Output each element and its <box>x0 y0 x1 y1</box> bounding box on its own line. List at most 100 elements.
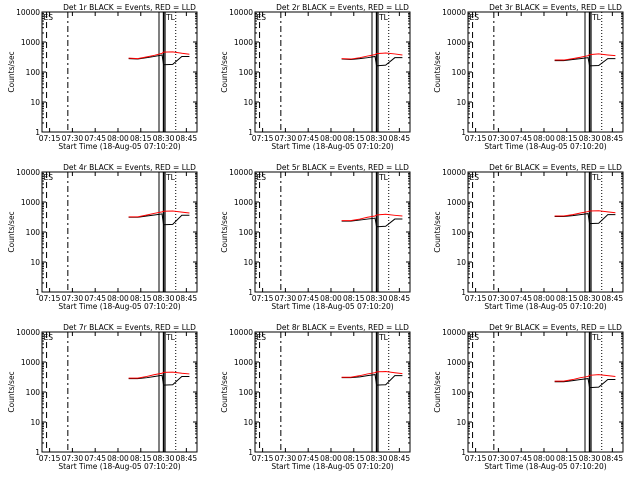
panel-title: Det 6r BLACK = Events, RED = LLD <box>489 163 622 172</box>
y-tick-label: 100 <box>452 228 467 237</box>
y-tick-label: 10000 <box>16 168 40 177</box>
panel-title: Det 9r BLACK = Events, RED = LLD <box>489 323 622 332</box>
x-tick-label: 08:45 <box>602 134 624 143</box>
series-events-line <box>554 213 616 225</box>
x-tick-label: 07:45 <box>297 294 319 303</box>
y-tick-label: 10 <box>243 418 253 427</box>
marker-label-es: ES <box>257 13 267 22</box>
y-tick-label: 100 <box>239 228 254 237</box>
panel-det-2: Det 2r BLACK = Events, RED = LLD 1 10 100 10… <box>220 3 411 151</box>
y-axis-label: Counts/sec <box>7 51 16 92</box>
x-tick-label: 07:15 <box>465 134 487 143</box>
y-tick-label: 10000 <box>229 328 253 337</box>
series-events-line <box>128 213 190 226</box>
marker-label-es: ES <box>44 13 54 22</box>
x-axis-label: Start Time (18-Aug-05 07:10:20) <box>271 142 393 151</box>
y-axis-label: Counts/sec <box>220 371 229 412</box>
series-events-line <box>128 54 190 66</box>
y-tick-label: 100 <box>452 388 467 397</box>
x-tick-label: 08:30 <box>579 294 601 303</box>
x-tick-label: 07:30 <box>62 454 84 463</box>
x-tick-label: 08:15 <box>130 294 152 303</box>
panel-title: Det 5r BLACK = Events, RED = LLD <box>276 163 409 172</box>
panel-title: Det 1r BLACK = Events, RED = LLD <box>63 3 196 12</box>
series-events-line <box>128 374 190 386</box>
y-tick-label: 1 <box>461 288 466 297</box>
y-tick-label: 1000 <box>234 198 253 207</box>
marker-label-es: ES <box>257 173 267 182</box>
x-tick-label: 08:15 <box>343 134 365 143</box>
x-tick-label: 07:15 <box>252 294 274 303</box>
x-tick-label: 07:45 <box>84 294 106 303</box>
plot-frame <box>254 171 411 293</box>
panel-title: Det 8r BLACK = Events, RED = LLD <box>276 323 409 332</box>
panel-det-3: Det 3r BLACK = Events, RED = LLD 1 10 100 10… <box>433 3 624 151</box>
marker-label-tl: TL <box>165 13 176 22</box>
marker-label-tl: TL <box>165 333 176 342</box>
plot-frame <box>467 331 624 453</box>
x-tick-label: 07:30 <box>275 294 297 303</box>
plot-frame <box>41 331 198 453</box>
y-tick-label: 1 <box>461 448 466 457</box>
x-tick-label: 07:30 <box>488 454 510 463</box>
y-tick-label: 1000 <box>447 38 466 47</box>
x-tick-label: 07:15 <box>252 134 274 143</box>
x-tick-label: 08:00 <box>107 134 129 143</box>
panel-title: Det 3r BLACK = Events, RED = LLD <box>489 3 622 12</box>
y-tick-label: 1 <box>248 128 253 137</box>
y-axis-label: Counts/sec <box>7 371 16 412</box>
x-tick-label: 08:00 <box>320 134 342 143</box>
y-tick-label: 100 <box>26 68 41 77</box>
x-tick-label: 07:30 <box>488 294 510 303</box>
x-tick-label: 08:45 <box>389 134 411 143</box>
x-axis-label: Start Time (18-Aug-05 07:10:20) <box>484 462 606 471</box>
x-tick-label: 08:15 <box>556 454 578 463</box>
marker-label-tl: TL <box>378 13 389 22</box>
y-tick-label: 1 <box>35 288 40 297</box>
x-tick-label: 07:15 <box>39 134 61 143</box>
x-tick-label: 08:15 <box>130 454 152 463</box>
series-events-line <box>554 57 616 67</box>
y-tick-label: 1000 <box>21 198 40 207</box>
x-tick-label: 07:45 <box>510 454 532 463</box>
panel-det-9: Det 9r BLACK = Events, RED = LLD 1 10 100 10… <box>433 323 624 471</box>
x-tick-label: 08:30 <box>366 134 388 143</box>
plot-frame <box>254 331 411 453</box>
y-tick-label: 1000 <box>234 358 253 367</box>
x-tick-label: 07:30 <box>62 294 84 303</box>
y-tick-label: 1 <box>35 128 40 137</box>
series-lld-line <box>341 52 403 60</box>
y-tick-label: 1 <box>248 288 253 297</box>
x-tick-label: 08:00 <box>107 294 129 303</box>
marker-label-tl: TL <box>591 333 602 342</box>
x-tick-label: 08:45 <box>389 294 411 303</box>
panel-title: Det 2r BLACK = Events, RED = LLD <box>276 3 409 12</box>
x-axis-label: Start Time (18-Aug-05 07:10:20) <box>58 462 180 471</box>
y-axis-label: Counts/sec <box>220 211 229 252</box>
y-tick-label: 1000 <box>234 38 253 47</box>
x-tick-label: 08:30 <box>153 134 175 143</box>
x-tick-label: 07:45 <box>84 454 106 463</box>
series-events-line <box>341 374 403 386</box>
plot-frame <box>41 171 198 293</box>
y-tick-label: 1 <box>248 448 253 457</box>
y-tick-label: 100 <box>26 228 41 237</box>
y-tick-label: 10000 <box>229 8 253 17</box>
y-axis-label: Counts/sec <box>433 51 442 92</box>
x-tick-label: 08:15 <box>343 294 365 303</box>
y-tick-label: 10000 <box>442 168 466 177</box>
y-tick-label: 1000 <box>21 38 40 47</box>
y-axis-label: Counts/sec <box>220 51 229 92</box>
x-tick-label: 08:00 <box>533 294 555 303</box>
y-tick-label: 10 <box>243 98 253 107</box>
x-tick-label: 08:45 <box>602 454 624 463</box>
y-tick-label: 10 <box>30 98 40 107</box>
series-lld-line <box>554 53 616 61</box>
series-events-line <box>554 378 616 389</box>
plot-frame <box>41 11 198 133</box>
y-tick-label: 10000 <box>16 8 40 17</box>
panel-title: Det 7r BLACK = Events, RED = LLD <box>63 323 196 332</box>
panel-det-1: Det 1r BLACK = Events, RED = LLD 1 10 100 10… <box>7 3 198 151</box>
x-axis-label: Start Time (18-Aug-05 07:10:20) <box>58 302 180 311</box>
